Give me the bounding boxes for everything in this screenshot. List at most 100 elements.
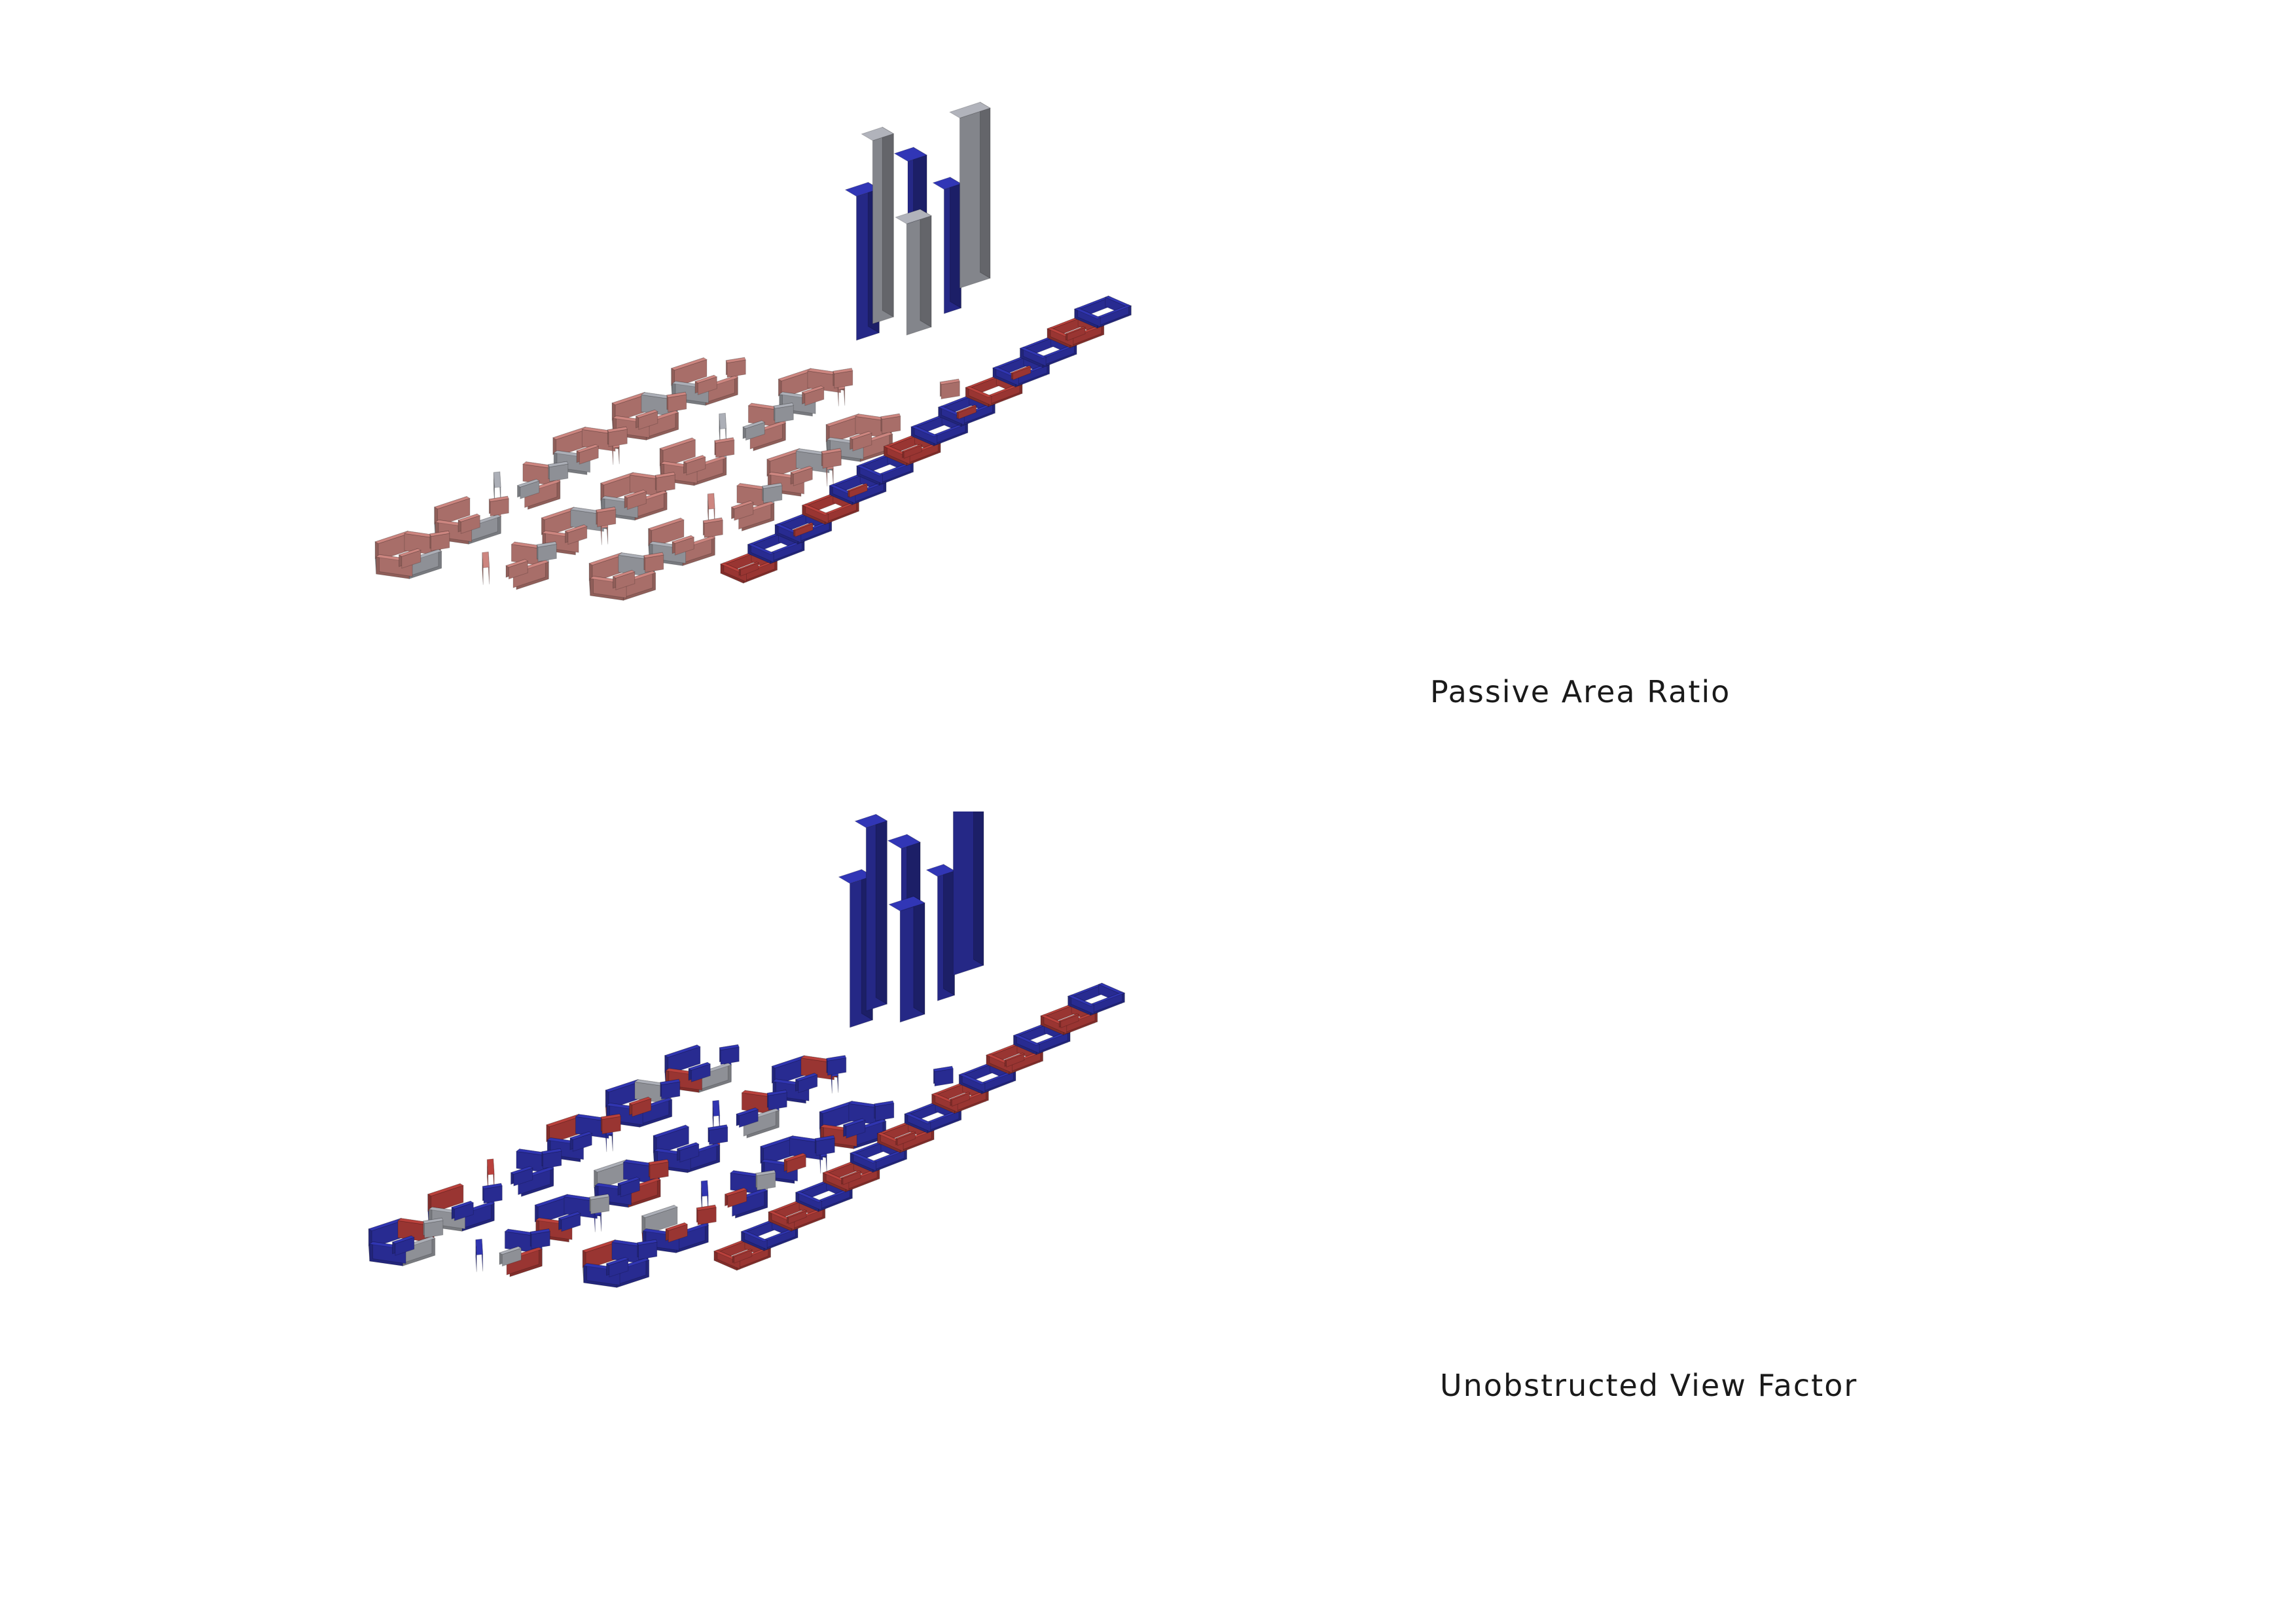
wall-top xyxy=(880,413,901,420)
wall-top xyxy=(648,1159,670,1166)
tower-face xyxy=(875,813,888,1005)
building-model-bottom xyxy=(368,812,1126,1289)
wall-top xyxy=(738,562,760,570)
wall-top xyxy=(849,1151,877,1164)
panel-passive-area-ratio: Passive Area Ratio xyxy=(374,101,1731,709)
wall-top xyxy=(607,426,628,433)
wall-top xyxy=(541,1148,562,1155)
wall-top xyxy=(694,374,718,383)
wall-top xyxy=(596,507,617,513)
model-passive-area-ratio xyxy=(374,101,1132,601)
model-unobstructed-view-factor xyxy=(368,812,1126,1289)
wall-top xyxy=(1010,365,1032,374)
wall-top xyxy=(398,548,422,557)
wall-top xyxy=(659,437,696,451)
wall-top xyxy=(826,1055,847,1061)
wall-top xyxy=(956,404,977,414)
wall-top xyxy=(731,1249,753,1257)
wall-top xyxy=(821,448,842,455)
wall-top xyxy=(671,535,695,544)
wall-top xyxy=(1064,326,1086,335)
wall-top xyxy=(676,1142,700,1151)
wall-top xyxy=(719,412,727,430)
wall-top xyxy=(498,1246,522,1255)
wall-top xyxy=(569,1131,593,1140)
wall-top xyxy=(965,385,993,398)
wall-top xyxy=(687,1061,711,1071)
wall-top xyxy=(700,1180,709,1197)
wall-top xyxy=(840,1170,862,1179)
wall-top xyxy=(643,552,664,559)
wall-top xyxy=(1003,1052,1026,1061)
wall-top xyxy=(949,1092,971,1101)
wall-top xyxy=(427,1183,465,1197)
wall-top xyxy=(874,1100,895,1107)
tower-face xyxy=(980,101,991,279)
tower-face xyxy=(913,895,925,1015)
wall-top xyxy=(742,420,766,429)
wall-top xyxy=(433,496,471,510)
wall-top xyxy=(762,482,783,490)
wall-top xyxy=(714,437,735,444)
wall-top xyxy=(724,1187,748,1196)
wall-top xyxy=(660,1079,681,1086)
wall-top xyxy=(605,1257,630,1266)
wall-top xyxy=(391,1235,416,1244)
wall-top xyxy=(795,1073,819,1082)
wall-top xyxy=(482,551,490,569)
wall-top xyxy=(516,478,541,488)
wall-top xyxy=(895,1131,916,1140)
wall-top xyxy=(564,524,588,533)
building-model-top xyxy=(374,101,1132,601)
wall-top xyxy=(600,1113,622,1120)
wall-top xyxy=(510,1166,534,1175)
wall-top xyxy=(1019,346,1047,359)
wall-top xyxy=(1013,1033,1041,1046)
wall-top xyxy=(664,1044,702,1058)
tower-face xyxy=(973,812,984,966)
wall-top xyxy=(488,495,510,503)
tower-top xyxy=(887,834,922,849)
wall-top xyxy=(847,483,869,491)
wall-top xyxy=(1067,994,1095,1007)
wall-top xyxy=(653,1124,690,1138)
wall-top xyxy=(708,1124,728,1131)
wall-top xyxy=(855,464,884,476)
tower-top xyxy=(894,209,933,224)
wall-top xyxy=(789,465,814,474)
wall-top xyxy=(647,518,685,531)
wall-top xyxy=(429,530,450,537)
wall-top xyxy=(683,455,707,464)
wall-top xyxy=(842,1118,867,1127)
tower-top xyxy=(854,813,888,829)
wall-top xyxy=(735,1107,759,1116)
wall-top xyxy=(801,385,825,395)
wall-top xyxy=(637,1239,658,1246)
wall-top xyxy=(635,409,659,418)
caption-passive-area-ratio: Passive Area Ratio xyxy=(1430,674,1731,709)
wall-top xyxy=(486,1158,495,1175)
wall-top xyxy=(482,1183,503,1190)
wall-top xyxy=(740,1230,768,1242)
wall-top xyxy=(712,1099,721,1117)
wall-top xyxy=(773,402,795,409)
wall-top xyxy=(958,1073,986,1085)
tower-top xyxy=(893,147,928,162)
wall-top xyxy=(617,1177,641,1186)
tower-top xyxy=(948,101,992,118)
tower-top xyxy=(888,896,926,912)
wall-top xyxy=(450,1200,475,1209)
wall-top xyxy=(903,1112,932,1124)
wall-top xyxy=(1058,1013,1080,1022)
wall-top xyxy=(558,1211,582,1221)
wall-top xyxy=(655,472,676,478)
wall-top xyxy=(702,517,724,524)
wall-top xyxy=(457,513,481,522)
wall-top xyxy=(696,1204,717,1211)
wall-top xyxy=(766,1090,788,1096)
wall-top xyxy=(719,1044,740,1051)
wall-top xyxy=(933,1065,954,1073)
wall-top xyxy=(786,1209,808,1218)
tower-top xyxy=(861,126,895,141)
wall-top xyxy=(612,569,636,579)
